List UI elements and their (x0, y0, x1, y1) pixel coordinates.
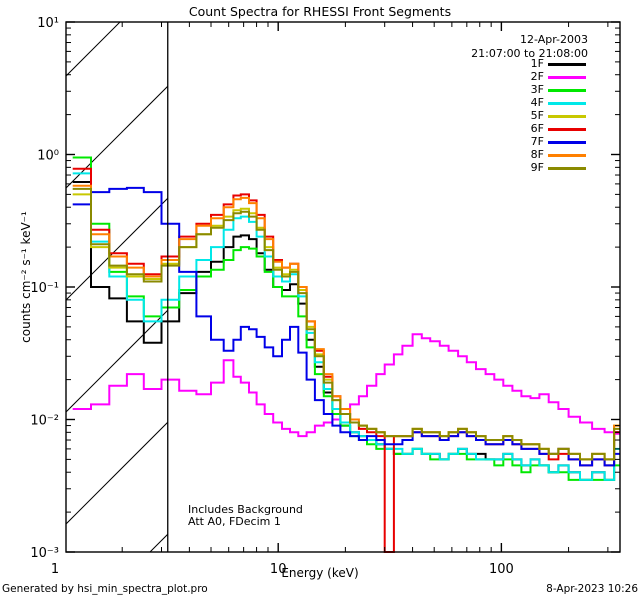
legend-item-3f[interactable]: 3F (470, 83, 588, 97)
legend-item-9f[interactable]: 9F (470, 161, 588, 175)
hatch-line (486, 0, 640, 552)
legend-swatch (548, 102, 586, 105)
date-annotation: 12-Apr-2003 (519, 33, 588, 46)
series-line-4f (72, 172, 620, 481)
legend-swatch (548, 89, 586, 92)
hatch-line (66, 197, 168, 301)
legend-swatch (548, 63, 586, 66)
hatch-line (0, 0, 38, 552)
x-tick-label: 100 (489, 562, 514, 577)
legend-swatch (548, 76, 586, 79)
x-axis-label: Energy (keV) (281, 566, 359, 580)
legend-label: 7F (530, 135, 544, 148)
legend-label: 5F (530, 109, 544, 122)
hatch-line (66, 309, 168, 413)
legend-swatch (548, 128, 586, 131)
hatch-line (374, 0, 640, 552)
time-range-annotation: 21:07:00 to 21:08:00 (471, 47, 588, 60)
hatch-line (149, 533, 168, 552)
series-line-7f (72, 186, 620, 467)
y-tick-label: 10⁻¹ (30, 281, 59, 296)
series-line-2f (72, 333, 620, 438)
plot-frame (65, 21, 621, 553)
legend: 1F 2F 3F 4F 5F 6F 7F 8F 9F (470, 57, 588, 175)
hatched-exclusion-region (0, 0, 640, 552)
series-line-6f (72, 167, 620, 553)
legend-swatch (548, 154, 586, 157)
x-tick-label: 1 (51, 562, 59, 577)
legend-label: 3F (530, 83, 544, 96)
y-tick-label: 10⁻² (30, 414, 59, 429)
legend-label: 1F (530, 57, 544, 70)
hatch-line (262, 0, 640, 552)
footer-timestamp: 8-Apr-2023 10:26 (546, 583, 638, 595)
legend-item-6f[interactable]: 6F (470, 122, 588, 136)
legend-label: 8F (530, 148, 544, 161)
legend-swatch (548, 115, 586, 118)
legend-label: 2F (530, 70, 544, 83)
y-tick-label: 10⁻³ (30, 546, 59, 561)
footer-generator-text: Generated by hsi_min_spectra_plot.pro (2, 583, 208, 595)
legend-item-8f[interactable]: 8F (470, 148, 588, 162)
series-line-9f (72, 187, 620, 461)
hatch-line (66, 421, 168, 525)
x-tick-label: 10 (270, 562, 287, 577)
legend-label: 6F (530, 122, 544, 135)
attenuator-note: Att A0, FDecim 1 (188, 515, 281, 528)
legend-swatch (548, 167, 586, 170)
series-line-5f (72, 193, 620, 461)
legend-item-1f[interactable]: 1F (470, 57, 588, 71)
legend-item-5f[interactable]: 5F (470, 109, 588, 123)
legend-label: 4F (530, 96, 544, 109)
legend-item-7f[interactable]: 7F (470, 135, 588, 149)
hatch-line (598, 0, 640, 552)
legend-label: 9F (530, 161, 544, 174)
y-tick-label: 10¹ (37, 16, 59, 31)
legend-item-2f[interactable]: 2F (470, 70, 588, 84)
legend-item-4f[interactable]: 4F (470, 96, 588, 110)
background-note: Includes Background (188, 503, 303, 516)
page-title: Count Spectra for RHESSI Front Segments (188, 4, 452, 19)
y-tick-label: 10⁰ (37, 149, 59, 164)
legend-swatch (548, 141, 586, 144)
